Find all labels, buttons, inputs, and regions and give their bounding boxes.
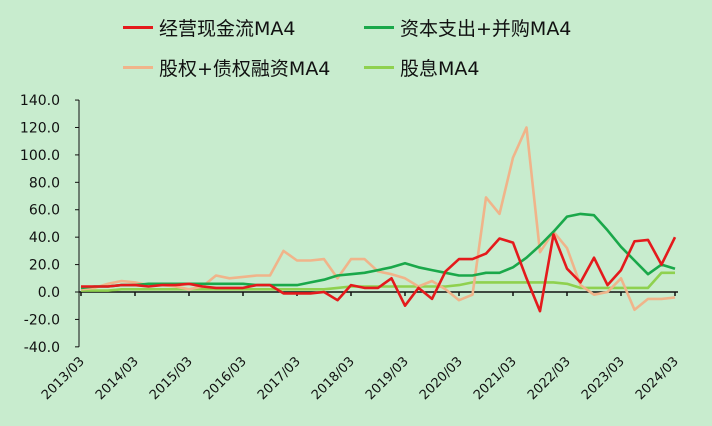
series-line xyxy=(80,126,676,312)
legend-label: 经营现金流MA4 xyxy=(159,18,296,40)
y-tick-label: -20.0 xyxy=(24,312,60,328)
y-tick-label: 0.0 xyxy=(38,285,60,301)
x-tick-label: 2020/03 xyxy=(417,354,466,403)
x-tick-label: 2014/03 xyxy=(93,354,142,403)
x-tick-label: 2015/03 xyxy=(147,354,196,403)
x-tick-label: 2021/03 xyxy=(471,354,520,403)
legend-item-dividend: 股息MA4 xyxy=(364,54,479,81)
legend-label: 股息MA4 xyxy=(400,58,480,80)
x-tick-label: 2022/03 xyxy=(525,354,574,403)
x-tick-label: 2023/03 xyxy=(579,354,628,403)
legend-item-financing: 股权+债权融资MA4 xyxy=(123,54,330,81)
legend-item-capex-ma: 资本支出+并购MA4 xyxy=(364,14,571,41)
y-tick-label: -40.0 xyxy=(24,340,60,356)
x-tick-label: 2013/03 xyxy=(39,354,88,403)
y-tick-label: 120.0 xyxy=(20,120,60,136)
y-tick-label: 60.0 xyxy=(29,203,60,219)
x-tick-label: 2016/03 xyxy=(201,354,250,403)
y-tick-label: 20.0 xyxy=(29,258,60,274)
legend-label: 资本支出+并购MA4 xyxy=(400,18,572,40)
x-tick-label: 2024/03 xyxy=(633,354,682,403)
legend-item-operating-cash-flow: 经营现金流MA4 xyxy=(123,14,295,41)
x-tick-label: 2019/03 xyxy=(363,354,412,403)
series-line xyxy=(80,212,676,290)
legend-swatch-green xyxy=(364,26,394,29)
y-axis: 140.0 120.0 100.0 80.0 60.0 40.0 20.0 0.0 -20.0 -… xyxy=(20,93,80,356)
y-tick-label: 100.0 xyxy=(20,148,60,164)
x-tick-label: 2018/03 xyxy=(309,354,358,403)
legend-swatch-lightgreen xyxy=(364,66,394,69)
x-axis: 2013/03 2014/03 2015/03 2016/03 2017/03 2018/… xyxy=(39,291,682,403)
y-tick-label: 40.0 xyxy=(29,230,60,246)
chart-legend: 经营现金流MA4 资本支出+并购MA4 股权+债权融资MA4 股息MA4 xyxy=(0,0,712,85)
series-line xyxy=(81,233,677,313)
x-tick-label: 2017/03 xyxy=(255,354,304,403)
legend-swatch-red xyxy=(123,26,153,29)
series-lines xyxy=(80,126,677,313)
legend-label: 股权+债权融资MA4 xyxy=(159,58,331,80)
legend-swatch-peach xyxy=(123,66,153,69)
y-tick-label: 140.0 xyxy=(20,93,60,109)
y-tick-label: 80.0 xyxy=(29,175,60,191)
